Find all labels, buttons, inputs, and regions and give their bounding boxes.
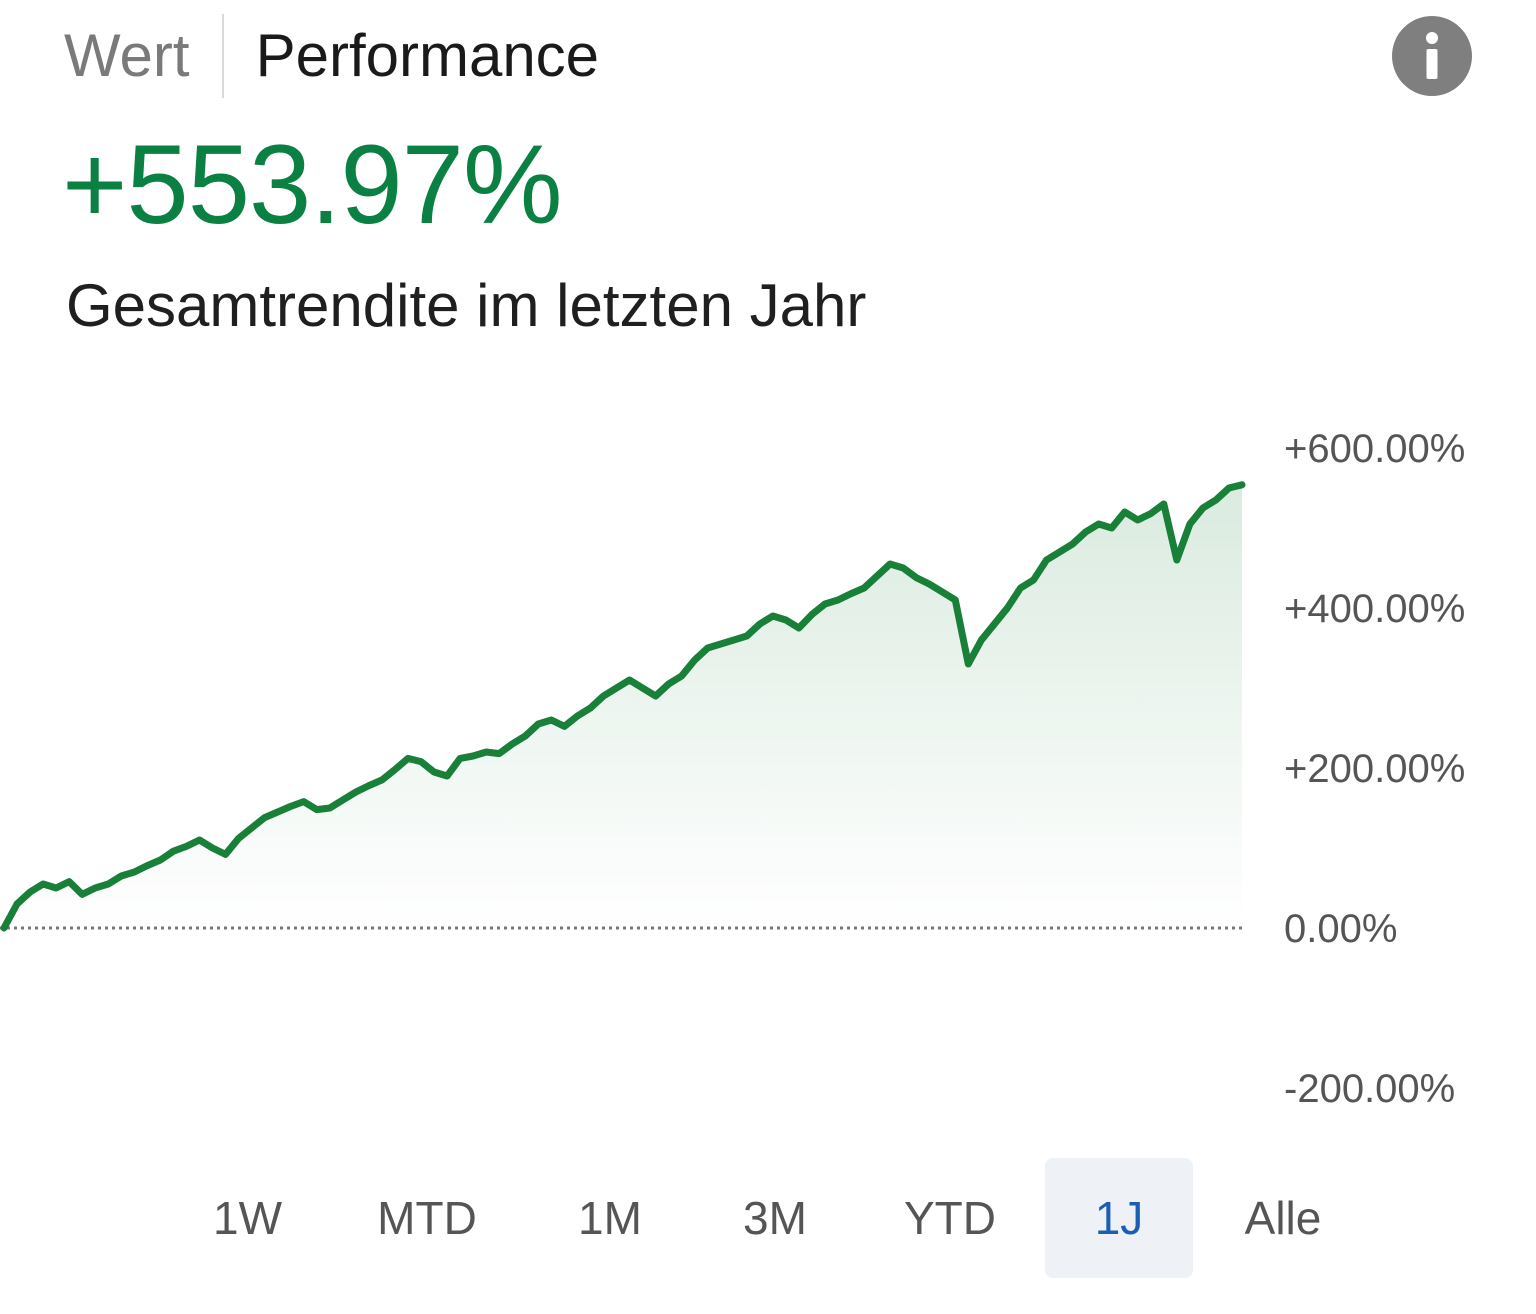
y-tick-label: +600.00% <box>1284 427 1465 471</box>
info-icon <box>1426 32 1438 79</box>
tab-wert[interactable]: Wert <box>64 22 190 89</box>
performance-chart[interactable]: +600.00% +400.00% +200.00% 0.00% -200.00% <box>0 400 1536 1120</box>
y-tick-label: +200.00% <box>1284 747 1465 791</box>
info-button[interactable] <box>1392 16 1472 96</box>
range-mtd[interactable]: MTD <box>377 1192 477 1244</box>
total-return-value: +553.97% <box>62 122 563 247</box>
value-performance-tabs: Wert Performance <box>64 14 599 98</box>
series-line <box>0 481 1246 932</box>
tab-performance[interactable]: Performance <box>255 22 600 89</box>
y-tick-label: 0.00% <box>1284 907 1397 951</box>
range-1m[interactable]: 1M <box>578 1192 642 1244</box>
range-3m[interactable]: 3M <box>743 1192 807 1244</box>
total-return-caption: Gesamtrendite im letzten Jahr <box>66 272 867 339</box>
tab-divider <box>221 14 224 98</box>
range-1w[interactable]: 1W <box>213 1192 282 1244</box>
range-1j[interactable]: 1J <box>1045 1158 1193 1278</box>
range-ytd[interactable]: YTD <box>904 1192 996 1244</box>
time-range-selector: 1W MTD 1M 3M YTD 1J Alle <box>0 1158 1536 1278</box>
y-tick-label: -200.00% <box>1284 1067 1455 1111</box>
y-tick-label: +400.00% <box>1284 587 1465 631</box>
area-fill <box>4 484 1242 928</box>
range-alle[interactable]: Alle <box>1244 1192 1322 1244</box>
